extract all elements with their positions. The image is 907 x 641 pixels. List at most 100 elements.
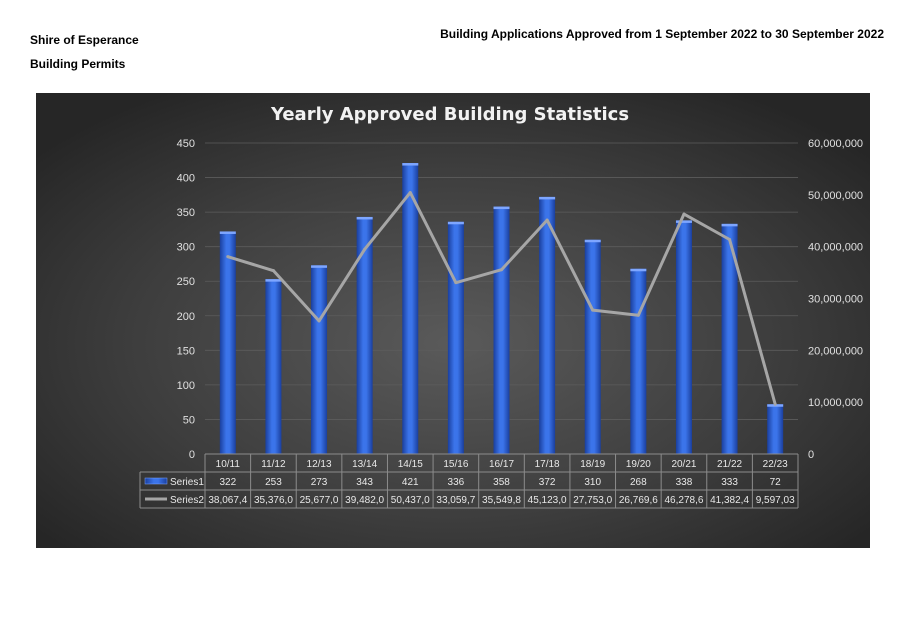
left-axis-tick-label: 50 <box>183 414 195 426</box>
bar-cap <box>539 196 556 200</box>
right-axis-tick-label: 30,000,000 <box>808 294 863 306</box>
series1-value-label: 310 <box>584 477 601 488</box>
right-axis-tick-label: 20,000,000 <box>808 345 863 357</box>
series2-value-label: 26,769,6 <box>619 495 658 506</box>
bar-series <box>219 163 784 454</box>
series1-value-label: 358 <box>493 477 510 488</box>
category-label: 21/22 <box>717 459 742 470</box>
series2-value-label: 41,382,4 <box>710 495 749 506</box>
series2-point <box>363 247 367 251</box>
bar <box>447 221 464 454</box>
right-axis-tick-label: 50,000,000 <box>808 190 863 202</box>
bar <box>311 265 328 454</box>
line-series <box>226 191 777 406</box>
series2-value-label: 27,753,0 <box>573 495 612 506</box>
bar-cap <box>311 265 328 268</box>
series1-legend-key <box>144 477 168 485</box>
right-axis-tick-label: 40,000,000 <box>808 242 863 254</box>
report-title: Building Applications Approved from 1 Se… <box>440 27 884 41</box>
series2-point <box>317 319 321 323</box>
bar-cap <box>402 163 419 166</box>
left-axis-tick-label: 400 <box>177 173 195 185</box>
series2-value-label: 25,677,0 <box>300 495 339 506</box>
bar <box>265 279 282 454</box>
right-axis-tick-label: 60,000,000 <box>808 138 863 150</box>
organisation-name: Shire of Esperance <box>30 33 139 47</box>
series2-value-label: 35,549,8 <box>482 495 521 506</box>
bar <box>539 196 556 454</box>
right-axis-tick-label: 0 <box>808 449 814 461</box>
series1-value-label: 273 <box>311 477 328 488</box>
series2-point <box>271 269 275 273</box>
left-axis-ticks: 0 50 100 150 200 250 300 350 400 450 <box>177 138 195 461</box>
series2-point <box>636 313 640 317</box>
left-axis-tick-label: 450 <box>177 138 195 150</box>
series1-value-label: 421 <box>402 477 419 488</box>
bar <box>402 163 419 454</box>
category-label: 12/13 <box>307 459 332 470</box>
left-axis-tick-label: 100 <box>177 380 195 392</box>
left-axis-tick-label: 150 <box>177 345 195 357</box>
series2-value-label: 35,376,0 <box>254 495 293 506</box>
category-label: 10/11 <box>216 459 241 470</box>
bar-cap <box>356 216 373 220</box>
left-axis-tick-label: 350 <box>177 207 195 219</box>
series1-value-label: 372 <box>539 477 556 488</box>
bar-cap <box>447 221 464 225</box>
bar <box>584 239 601 454</box>
category-label: 15/16 <box>443 459 468 470</box>
left-axis-tick-label: 0 <box>189 449 195 461</box>
series2-value-label: 38,067,4 <box>208 495 247 506</box>
bar <box>630 268 647 454</box>
series2-value-label: 45,123,0 <box>528 495 567 506</box>
category-label: 17/18 <box>535 459 560 470</box>
series1-value-label: 338 <box>676 477 693 488</box>
series2-point <box>728 238 732 242</box>
series2-point <box>454 281 458 285</box>
bar-cap <box>675 220 692 223</box>
left-axis-tick-label: 200 <box>177 311 195 323</box>
right-axis-ticks: 0 10,000,000 20,000,000 30,000,000 40,000,00… <box>808 138 863 461</box>
bar <box>675 220 692 454</box>
series1-value-label: 268 <box>630 477 647 488</box>
series1-value-label: 72 <box>770 477 782 488</box>
series2-point <box>500 268 503 272</box>
chart-title: Yearly Approved Building Statistics <box>270 104 629 125</box>
bar <box>721 223 738 454</box>
category-label: 19/20 <box>626 459 651 470</box>
series2-point <box>226 255 230 259</box>
category-label: 11/12 <box>261 459 286 470</box>
bar-cap <box>219 231 236 234</box>
series2-value-label: 39,482,0 <box>345 495 384 506</box>
series2-point <box>591 308 595 312</box>
data-table: 10/11 322 38,067,4 11/12 253 35,376,0 12/13 273… <box>139 453 799 509</box>
category-label: 20/21 <box>671 459 696 470</box>
series2-value-label: 46,278,6 <box>664 495 703 506</box>
chart-panel: Yearly Approved Building Statistics 0 50 1… <box>36 93 870 548</box>
bar <box>493 206 510 454</box>
left-axis-tick-label: 300 <box>177 242 195 254</box>
series1-value-label: 253 <box>265 477 282 488</box>
left-axis-tick-label: 250 <box>177 276 195 288</box>
bar <box>219 231 236 454</box>
category-label: 14/15 <box>398 459 423 470</box>
department-name: Building Permits <box>30 57 126 71</box>
series1-value-label: 343 <box>356 477 373 488</box>
category-label: 18/19 <box>580 459 605 470</box>
bar-cap <box>265 279 282 282</box>
right-axis-tick-label: 10,000,000 <box>808 397 863 409</box>
series2-point <box>408 191 412 195</box>
category-label: 16/17 <box>489 459 514 470</box>
series2-value-label: 9,597,03 <box>756 495 795 506</box>
bar <box>356 216 373 454</box>
category-label: 22/23 <box>763 459 788 470</box>
series2-point <box>545 218 549 222</box>
series1-value-label: 336 <box>448 477 465 488</box>
bar <box>767 404 784 454</box>
series2-legend-label: Series2 <box>170 495 204 506</box>
series1-value-label: 322 <box>219 477 236 488</box>
series2-value-label: 33,059,7 <box>436 495 475 506</box>
bar-cap <box>493 206 510 210</box>
series2-point <box>682 212 686 216</box>
series2-point <box>773 402 777 406</box>
